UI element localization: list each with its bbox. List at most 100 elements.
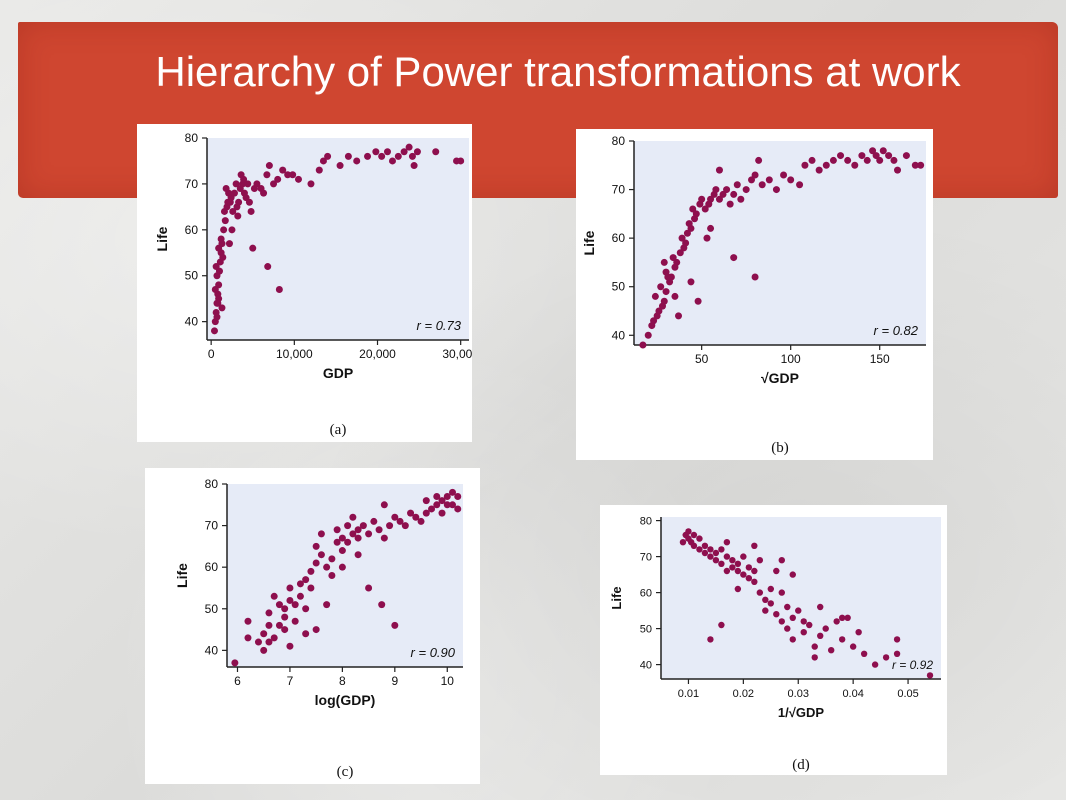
- data-point: [225, 240, 233, 248]
- data-point: [872, 152, 880, 160]
- data-point: [391, 621, 399, 629]
- data-point: [773, 611, 780, 618]
- data-point: [338, 534, 346, 542]
- data-point: [650, 317, 658, 325]
- y-tick-label: 50: [185, 269, 199, 283]
- data-point: [344, 152, 352, 160]
- data-point: [660, 258, 668, 266]
- data-point: [388, 157, 396, 165]
- data-point: [778, 589, 785, 596]
- data-point: [235, 198, 243, 206]
- data-point: [707, 546, 714, 553]
- data-point: [260, 189, 268, 197]
- data-point: [286, 642, 294, 650]
- data-point: [365, 530, 373, 538]
- data-point: [457, 157, 465, 165]
- data-point: [333, 526, 341, 534]
- data-point: [270, 592, 278, 600]
- x-tick-label: 100: [781, 352, 801, 366]
- data-point: [394, 152, 402, 160]
- correlation-annotation: r = 0.90: [411, 645, 456, 660]
- data-point: [806, 621, 813, 629]
- chart-panel-d: 40 50 60 70 80 0.01 0.02 0.03 0.04 0.05 r = 0.92 1/…: [600, 505, 947, 775]
- data-point: [729, 564, 736, 571]
- x-axis-label: GDP: [323, 365, 353, 381]
- data-point: [240, 175, 248, 183]
- data-point: [730, 190, 738, 198]
- data-point: [756, 557, 764, 564]
- x-tick-label: 0.02: [733, 688, 754, 700]
- data-point: [858, 152, 866, 160]
- data-point: [829, 156, 837, 164]
- data-point: [827, 647, 835, 654]
- data-point: [712, 549, 720, 557]
- data-point: [364, 152, 372, 160]
- data-point: [405, 143, 413, 151]
- data-point: [762, 607, 769, 614]
- data-point: [879, 147, 887, 155]
- data-point: [789, 614, 796, 621]
- data-point: [222, 185, 230, 192]
- y-tick-label: 60: [612, 231, 626, 245]
- data-point: [712, 186, 720, 194]
- data-point: [789, 636, 796, 643]
- data-point: [213, 313, 221, 321]
- correlation-annotation: r = 0.82: [874, 323, 919, 338]
- data-point: [338, 547, 346, 555]
- data-point: [291, 617, 299, 625]
- data-point: [737, 195, 745, 203]
- data-point: [696, 535, 703, 542]
- data-point: [689, 205, 697, 213]
- data-point: [894, 166, 902, 174]
- data-point: [730, 254, 738, 262]
- data-point: [838, 636, 846, 643]
- x-tick-label: 0.05: [897, 688, 918, 700]
- data-point: [679, 539, 687, 546]
- data-point: [215, 295, 223, 303]
- data-point: [443, 492, 451, 500]
- chart-panel-c: 40 50 60 70 80 6 7 8 9 10 r = 0.90 log(GDP) Life (c): [145, 468, 480, 784]
- data-point: [312, 626, 320, 634]
- data-point: [780, 171, 788, 179]
- y-tick-label: 80: [640, 516, 652, 528]
- data-point: [324, 152, 332, 160]
- data-point: [701, 542, 709, 549]
- data-point: [315, 166, 323, 174]
- scatter-chart-a: 40 50 60 70 80 0 10,000 20,000 30,000 r = 0.73 GDP…: [154, 131, 472, 438]
- data-point: [751, 567, 758, 575]
- data-point: [254, 638, 262, 646]
- slide-title: Hierarchy of Power transformations at wo…: [155, 48, 961, 95]
- data-point: [692, 210, 700, 218]
- data-point: [837, 152, 845, 160]
- data-point: [876, 156, 884, 164]
- data-point: [365, 584, 373, 592]
- data-point: [378, 152, 386, 160]
- data-point: [307, 584, 315, 592]
- y-tick-label: 70: [640, 552, 652, 564]
- data-point: [683, 229, 691, 237]
- data-point: [354, 534, 362, 542]
- data-point: [773, 567, 780, 575]
- data-point: [328, 555, 336, 563]
- data-point: [639, 341, 647, 349]
- correlation-annotation: r = 0.73: [417, 318, 462, 333]
- data-point: [270, 180, 278, 188]
- x-tick-label: 0.04: [842, 688, 863, 700]
- data-point: [275, 286, 283, 293]
- data-point: [410, 162, 418, 170]
- data-point: [378, 601, 386, 609]
- data-point: [885, 152, 893, 160]
- x-tick-label: 10: [441, 674, 455, 688]
- data-point: [302, 605, 310, 613]
- data-point: [265, 621, 273, 629]
- data-point: [443, 501, 451, 509]
- data-point: [767, 585, 775, 593]
- data-point: [275, 601, 283, 609]
- data-point: [662, 288, 670, 296]
- data-point: [279, 166, 287, 174]
- plot-area: [661, 517, 941, 679]
- scatter-chart-b: 40 50 60 70 80 50 100 150 r = 0.82 √GDP Life (b): [581, 134, 926, 456]
- data-point: [412, 513, 420, 521]
- data-point: [855, 629, 862, 636]
- data-point: [215, 281, 223, 289]
